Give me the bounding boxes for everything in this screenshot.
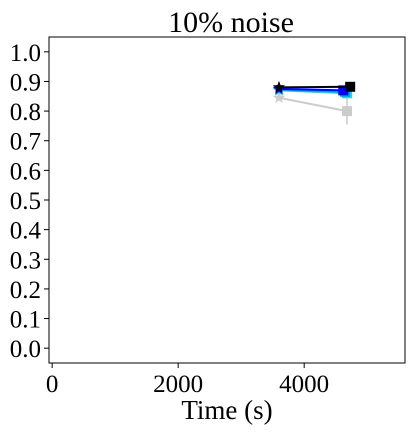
series-line	[278, 96, 348, 113]
data-point-square	[338, 85, 349, 96]
series-layer	[272, 80, 356, 125]
data-point-square	[342, 106, 353, 117]
y-tick-label: 0.9	[10, 69, 41, 96]
y-tick-label: 0.7	[10, 129, 41, 156]
series-4	[272, 80, 356, 93]
data-point-star	[272, 80, 286, 93]
data-point-square	[345, 81, 356, 92]
x-tick-label: 4000	[279, 371, 329, 398]
data-point-star	[272, 91, 286, 104]
y-tick-label: 0.6	[10, 158, 41, 185]
x-tick-label: 0	[46, 371, 59, 398]
series-line	[278, 85, 351, 89]
series-0	[272, 91, 353, 125]
y-tick-label: 0.1	[10, 307, 41, 334]
y-tick-label: 0.2	[10, 277, 41, 304]
y-tick-label: 0.8	[10, 99, 41, 126]
y-tick-label: 0.0	[10, 336, 41, 363]
y-tick-label: 0.3	[10, 247, 41, 274]
chart-title: 10% noise	[168, 6, 294, 39]
y-tick-label: 1.0	[10, 40, 41, 67]
y-tick-label: 0.4	[10, 218, 42, 245]
x-axis-label: Time (s)	[181, 395, 272, 425]
y-axis: 0.00.1 0.2 0.30.4 0.5 0.60.7 0.8 0.91.0	[10, 40, 49, 363]
x-axis: 0 2000 4000	[46, 363, 329, 398]
y-tick-label: 0.5	[10, 188, 41, 215]
series-line	[278, 87, 344, 92]
x-tick-label: 2000	[153, 371, 203, 398]
